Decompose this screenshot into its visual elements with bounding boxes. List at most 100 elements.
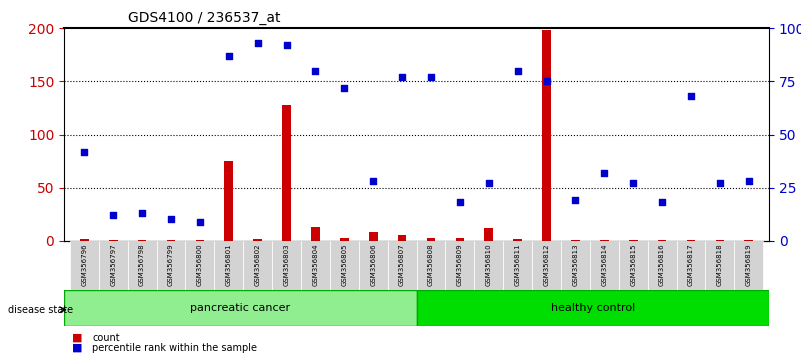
Text: GSM356802: GSM356802 — [255, 243, 260, 286]
Text: GSM356803: GSM356803 — [284, 243, 289, 286]
Text: GSM356800: GSM356800 — [197, 243, 203, 286]
Text: GSM356807: GSM356807 — [399, 243, 405, 286]
Bar — [340, 238, 348, 241]
Text: GSM356797: GSM356797 — [111, 243, 116, 286]
Text: GSM356818: GSM356818 — [717, 243, 723, 286]
Point — [453, 200, 466, 205]
FancyBboxPatch shape — [648, 241, 677, 290]
Point — [685, 93, 698, 99]
Point — [626, 181, 639, 186]
FancyBboxPatch shape — [706, 241, 735, 290]
FancyBboxPatch shape — [99, 241, 127, 290]
Bar — [398, 235, 406, 241]
Bar — [571, 240, 580, 241]
Point — [223, 53, 235, 59]
Bar — [282, 105, 291, 241]
FancyBboxPatch shape — [503, 241, 532, 290]
Point — [396, 74, 409, 80]
Bar — [167, 240, 175, 241]
FancyBboxPatch shape — [359, 241, 388, 290]
Text: count: count — [92, 333, 119, 343]
Bar — [744, 240, 753, 241]
Point — [598, 170, 610, 176]
FancyBboxPatch shape — [388, 241, 417, 290]
Bar — [629, 240, 638, 241]
Bar — [513, 239, 522, 241]
Point — [280, 42, 293, 48]
Text: disease state: disease state — [8, 305, 73, 315]
Bar — [686, 240, 695, 241]
FancyBboxPatch shape — [64, 290, 417, 326]
Point — [164, 217, 177, 222]
Point — [540, 79, 553, 84]
Text: GSM356811: GSM356811 — [514, 243, 521, 286]
Point — [78, 149, 91, 154]
Text: GSM356796: GSM356796 — [82, 243, 87, 286]
Text: GSM356816: GSM356816 — [659, 243, 665, 286]
FancyBboxPatch shape — [185, 241, 215, 290]
Bar — [368, 232, 377, 241]
Text: GSM356813: GSM356813 — [573, 243, 578, 286]
FancyBboxPatch shape — [677, 241, 706, 290]
Bar — [456, 238, 465, 241]
Text: GSM356815: GSM356815 — [630, 243, 636, 286]
Bar — [715, 240, 724, 241]
Text: GSM356806: GSM356806 — [370, 243, 376, 286]
FancyBboxPatch shape — [618, 241, 648, 290]
Text: ■: ■ — [72, 333, 83, 343]
FancyBboxPatch shape — [417, 290, 769, 326]
Text: GSM356805: GSM356805 — [341, 243, 348, 286]
Bar — [224, 161, 233, 241]
FancyBboxPatch shape — [590, 241, 618, 290]
Bar — [80, 239, 89, 241]
Point — [135, 210, 148, 216]
Point — [482, 181, 495, 186]
Text: healthy control: healthy control — [550, 303, 635, 313]
FancyBboxPatch shape — [561, 241, 590, 290]
Text: GSM356809: GSM356809 — [457, 243, 463, 286]
Point — [743, 178, 755, 184]
Bar — [195, 240, 204, 241]
Text: GSM356808: GSM356808 — [428, 243, 434, 286]
FancyBboxPatch shape — [445, 241, 474, 290]
FancyBboxPatch shape — [70, 241, 99, 290]
FancyBboxPatch shape — [532, 241, 561, 290]
Bar — [600, 240, 609, 241]
Text: GSM356798: GSM356798 — [139, 243, 145, 286]
Text: GSM356801: GSM356801 — [226, 243, 231, 286]
Point — [425, 74, 437, 80]
FancyBboxPatch shape — [301, 241, 330, 290]
Point — [252, 40, 264, 46]
Bar — [427, 238, 435, 241]
FancyBboxPatch shape — [156, 241, 185, 290]
Point — [511, 68, 524, 74]
Text: percentile rank within the sample: percentile rank within the sample — [92, 343, 257, 353]
Point — [338, 85, 351, 91]
Text: GDS4100 / 236537_at: GDS4100 / 236537_at — [128, 11, 280, 25]
Bar — [311, 227, 320, 241]
Text: GSM356799: GSM356799 — [168, 243, 174, 286]
Text: GSM356804: GSM356804 — [312, 243, 319, 286]
Text: pancreatic cancer: pancreatic cancer — [190, 303, 290, 313]
Bar — [542, 30, 551, 241]
Text: GSM356814: GSM356814 — [602, 243, 607, 286]
Bar — [485, 228, 493, 241]
Point — [309, 68, 322, 74]
Text: ■: ■ — [72, 343, 83, 353]
FancyBboxPatch shape — [474, 241, 503, 290]
Point — [107, 212, 119, 218]
Point — [194, 219, 207, 224]
FancyBboxPatch shape — [127, 241, 156, 290]
Text: GSM356812: GSM356812 — [544, 243, 549, 286]
FancyBboxPatch shape — [272, 241, 301, 290]
Point — [714, 181, 727, 186]
Point — [569, 198, 582, 203]
FancyBboxPatch shape — [244, 241, 272, 290]
Point — [367, 178, 380, 184]
Bar — [658, 240, 666, 241]
Text: GSM356810: GSM356810 — [485, 243, 492, 286]
Text: GSM356817: GSM356817 — [688, 243, 694, 286]
FancyBboxPatch shape — [215, 241, 244, 290]
Bar — [109, 240, 118, 241]
FancyBboxPatch shape — [417, 241, 445, 290]
